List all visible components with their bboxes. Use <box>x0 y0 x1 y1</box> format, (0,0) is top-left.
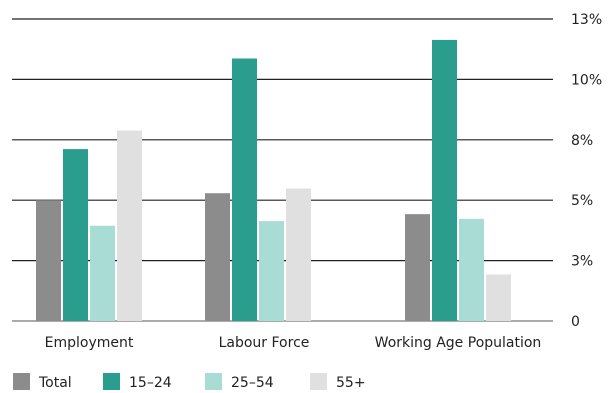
bar <box>117 130 142 321</box>
legend-swatch <box>205 373 222 390</box>
legend-swatch <box>310 373 327 390</box>
y-axis-tick-labels: 0 3% 5% 8% 10% 13% <box>571 12 602 330</box>
legend-swatch <box>13 373 30 390</box>
bar <box>286 188 311 321</box>
y-tick-label: 8% <box>571 133 593 149</box>
bars <box>36 39 511 322</box>
bar <box>405 214 430 321</box>
y-tick-label: 13% <box>571 12 602 28</box>
bar <box>259 221 284 321</box>
bar <box>432 39 457 322</box>
bar <box>459 218 484 321</box>
bar <box>486 274 511 321</box>
bar <box>36 200 61 321</box>
legend: Total 15–24 25–54 55+ <box>13 373 366 391</box>
legend-label: 25–54 <box>231 375 274 391</box>
category-label: Labour Force <box>219 335 310 351</box>
category-label: Working Age Population <box>375 335 542 351</box>
y-tick-label: 5% <box>571 193 593 209</box>
legend-label: 55+ <box>336 375 366 391</box>
bar <box>90 225 115 321</box>
y-tick-label: 0 <box>571 314 580 330</box>
legend-swatch <box>103 373 120 390</box>
legend-label: Total <box>38 375 72 391</box>
legend-label: 15–24 <box>129 375 172 391</box>
y-tick-label: 10% <box>571 72 602 88</box>
category-label: Employment <box>45 335 134 351</box>
bar <box>63 149 88 321</box>
y-tick-label: 3% <box>571 254 593 270</box>
bar <box>205 193 230 321</box>
bar <box>232 58 257 321</box>
category-labels: Employment Labour Force Working Age Popula… <box>45 335 542 351</box>
